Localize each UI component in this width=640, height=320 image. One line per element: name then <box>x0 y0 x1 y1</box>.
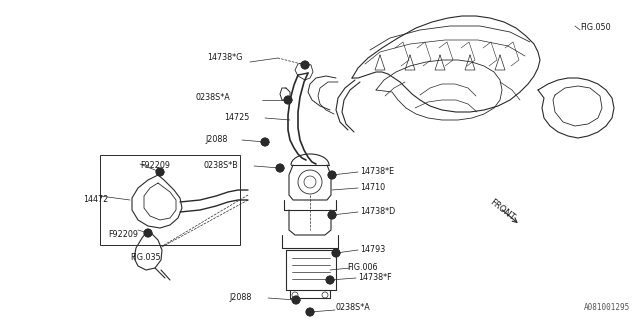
Text: FIG.006: FIG.006 <box>347 263 378 273</box>
Text: 14472: 14472 <box>83 196 108 204</box>
Text: 14725: 14725 <box>225 114 250 123</box>
Circle shape <box>306 308 314 316</box>
Text: F92209: F92209 <box>108 230 138 239</box>
Circle shape <box>328 171 336 179</box>
Text: J2088: J2088 <box>205 135 228 145</box>
Text: 0238S*A: 0238S*A <box>336 303 371 313</box>
Circle shape <box>144 229 152 237</box>
Circle shape <box>292 296 300 304</box>
Bar <box>100 155 240 245</box>
Text: FRONT: FRONT <box>488 198 516 222</box>
Text: A081001295: A081001295 <box>584 303 630 312</box>
Text: F92209: F92209 <box>140 161 170 170</box>
Circle shape <box>326 276 334 284</box>
Text: 14738*F: 14738*F <box>358 274 392 283</box>
Text: 0238S*A: 0238S*A <box>195 93 230 102</box>
Text: 14738*G: 14738*G <box>207 53 243 62</box>
Text: 14738*E: 14738*E <box>360 167 394 177</box>
Circle shape <box>328 211 336 219</box>
Text: 14738*D: 14738*D <box>360 207 396 217</box>
Circle shape <box>156 168 164 176</box>
Text: 14710: 14710 <box>360 183 385 193</box>
Circle shape <box>284 96 292 104</box>
Text: FIG.035: FIG.035 <box>130 253 161 262</box>
Circle shape <box>332 249 340 257</box>
Text: J2088: J2088 <box>230 293 252 302</box>
Text: FIG.050: FIG.050 <box>580 23 611 33</box>
Circle shape <box>276 164 284 172</box>
Text: 0238S*B: 0238S*B <box>204 161 238 170</box>
Circle shape <box>301 61 309 69</box>
Text: 14793: 14793 <box>360 245 385 254</box>
Circle shape <box>261 138 269 146</box>
